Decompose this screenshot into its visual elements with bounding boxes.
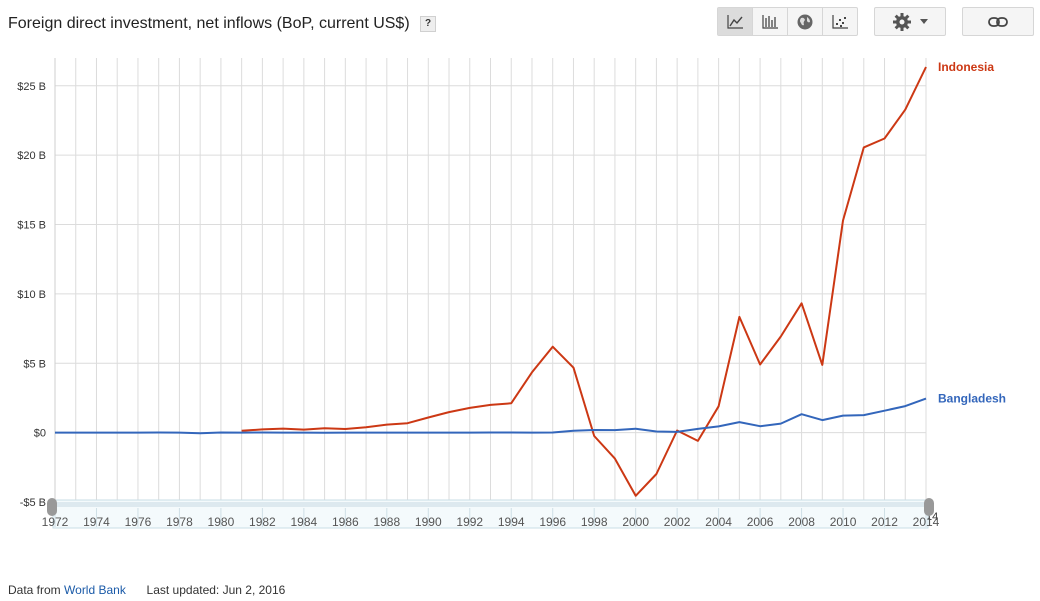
- chart-footer: Data from World Bank Last updated: Jun 2…: [8, 583, 285, 597]
- slider-year-label: 1974: [83, 515, 110, 529]
- slider-year-label: 2014: [913, 515, 940, 529]
- slider-year-label: 1992: [456, 515, 483, 529]
- chart-title-text: Foreign direct investment, net inflows (…: [8, 15, 410, 32]
- slider-handle-left: [47, 498, 57, 516]
- slider-year-label: 1984: [291, 515, 318, 529]
- series-line-bangladesh: [55, 397, 927, 435]
- slider-year-label: 1998: [581, 515, 608, 529]
- slider-year-label: 1982: [249, 515, 276, 529]
- scatter-chart-button[interactable]: [823, 8, 857, 35]
- bar-chart-icon: [762, 14, 778, 29]
- slider-year-label: 1994: [498, 515, 525, 529]
- y-tick-label: -$5 B: [20, 497, 46, 509]
- slider-year-label: 1980: [208, 515, 235, 529]
- series-line-indonesia: [241, 66, 927, 497]
- map-button[interactable]: [788, 8, 823, 35]
- link-icon: [988, 16, 1008, 27]
- y-tick-label: $15 B: [17, 220, 46, 232]
- y-tick-label: $5 B: [23, 358, 46, 370]
- y-axis-labels: -$5 B $0 $5 B $10 B $15 B $20 B $25 B: [17, 81, 46, 509]
- slider-year-label: 2006: [747, 515, 774, 529]
- share-link-button[interactable]: [962, 7, 1034, 36]
- map-globe-icon: [797, 14, 813, 29]
- slider-handle-right: [924, 498, 934, 516]
- slider-year-label: 2010: [830, 515, 857, 529]
- slider-year-label: 1996: [539, 515, 566, 529]
- slider-year-label: 1978: [166, 515, 193, 529]
- scatter-chart-icon: [832, 14, 848, 29]
- slider-year-label: 1990: [415, 515, 442, 529]
- dropdown-arrow-icon: [920, 19, 928, 24]
- line-chart-icon: [727, 14, 743, 29]
- settings-menu-button[interactable]: [874, 7, 946, 36]
- line-chart-button[interactable]: [718, 8, 753, 35]
- y-tick-label: $25 B: [17, 81, 46, 93]
- year-range-slider[interactable]: 1972 1974 1976 1978 1980 1982 1984 1986 1988 1990…: [42, 498, 940, 529]
- chart-grid: [54, 58, 927, 503]
- gear-icon: [893, 12, 911, 31]
- slider-year-label: 2012: [871, 515, 898, 529]
- y-tick-label: $20 B: [17, 150, 46, 162]
- slider-year-label: 1988: [373, 515, 400, 529]
- chart-title: Foreign direct investment, net inflows (…: [8, 15, 437, 33]
- bar-chart-button[interactable]: [753, 8, 788, 35]
- slider-year-label: 1976: [125, 515, 152, 529]
- slider-year-label: 1972: [42, 515, 69, 529]
- world-bank-link[interactable]: World Bank: [64, 583, 126, 597]
- slider-year-label: 2002: [664, 515, 691, 529]
- y-tick-label: $0: [34, 428, 46, 440]
- y-tick-label: $10 B: [17, 289, 46, 301]
- chart-series: Indonesia Bangladesh: [55, 60, 1006, 497]
- help-button[interactable]: ?: [420, 16, 437, 32]
- line-chart: -$5 B $0 $5 B $10 B $15 B $20 B $25 B 1974 1976…: [17, 58, 1006, 529]
- slider-year-label: 2004: [705, 515, 732, 529]
- slider-selected-range: [55, 502, 926, 507]
- slider-year-label: 2000: [622, 515, 649, 529]
- series-label-bangladesh: Bangladesh: [938, 392, 1006, 406]
- last-updated: Last updated: Jun 2, 2016: [146, 583, 286, 597]
- series-label-indonesia: Indonesia: [938, 60, 994, 74]
- chart-type-toolbar: [717, 7, 858, 36]
- source-prefix: Data from: [8, 583, 61, 597]
- slider-year-label: 2008: [788, 515, 815, 529]
- slider-year-label: 1986: [332, 515, 359, 529]
